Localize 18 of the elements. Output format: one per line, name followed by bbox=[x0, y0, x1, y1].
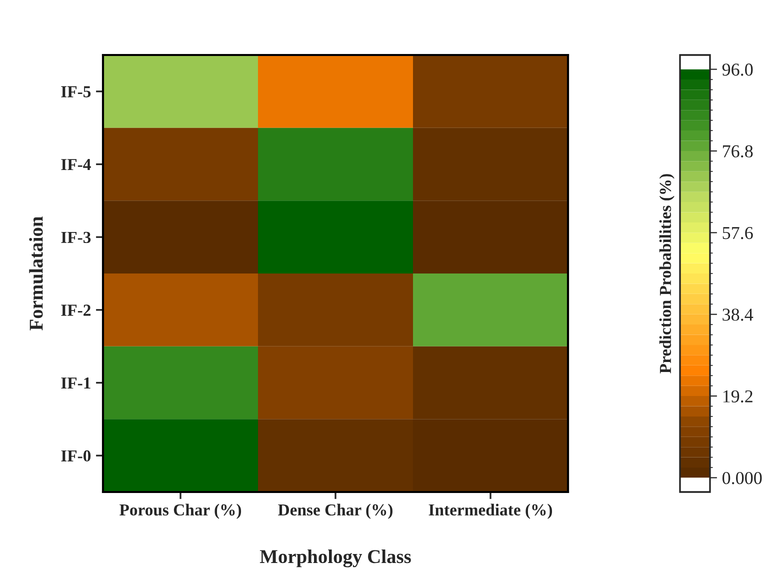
y-tick-label: IF-0 bbox=[61, 450, 91, 462]
y-tick-label: IF-2 bbox=[61, 304, 90, 316]
color-bar-title: Prediction Probabilities (%) bbox=[659, 174, 674, 374]
color-bar-label: 57.6 bbox=[722, 226, 753, 240]
color-bar-label: 19.2 bbox=[723, 390, 752, 403]
y-tick-label: IF-4 bbox=[61, 159, 91, 170]
y-axis-title: Formulataion bbox=[29, 216, 43, 330]
y-tick-label: IF-5 bbox=[61, 86, 91, 98]
x-axis-title: Morphology Class bbox=[260, 549, 411, 568]
y-tick-label: IF-1 bbox=[61, 378, 90, 389]
color-bar-label: 38.4 bbox=[722, 308, 754, 321]
color-bar-label: 0.000 bbox=[722, 472, 762, 484]
color-bar-label: 96.0 bbox=[722, 64, 753, 76]
color-bar-label: 76.8 bbox=[722, 145, 753, 158]
x-tick-label: Intermediate (%) bbox=[428, 504, 552, 519]
y-tick-label: IF-3 bbox=[61, 232, 91, 244]
x-tick-label: Dense Char (%) bbox=[278, 504, 392, 519]
x-tick-label: Porous Char (%) bbox=[120, 504, 242, 519]
